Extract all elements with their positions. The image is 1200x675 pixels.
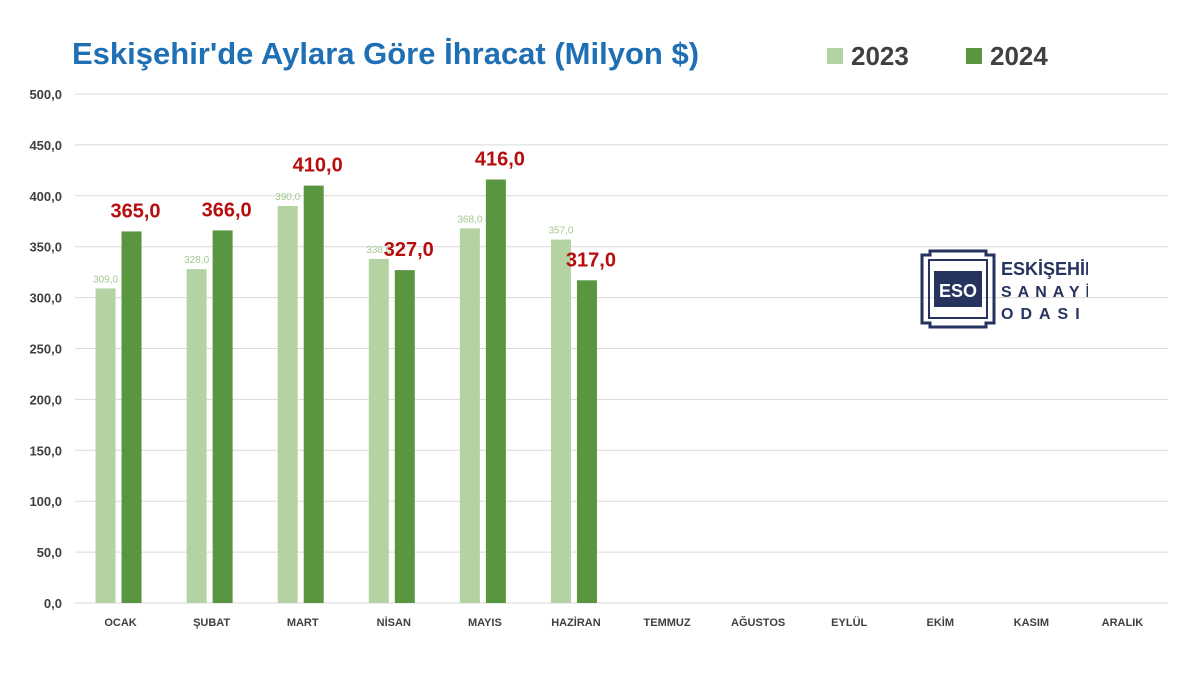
data-label-2024: 416,0 <box>475 149 525 171</box>
bar-2023 <box>459 228 480 603</box>
x-tick-label: AĞUSTOS <box>731 616 785 629</box>
eso-logo-block <box>934 271 982 307</box>
gridlines <box>75 93 1168 604</box>
x-tick-label: EYLÜL <box>831 616 867 629</box>
data-label-2024: 365,0 <box>111 200 161 222</box>
x-tick-label: MAYIS <box>468 617 502 629</box>
eso-logo-line-1: ESKİŞEHİR <box>1001 259 1088 279</box>
x-tick-label: TEMMUZ <box>644 617 691 629</box>
data-label-2024: 317,0 <box>566 249 616 271</box>
y-tick-label: 100,0 <box>29 494 62 509</box>
data-label-2023: 328,0 <box>184 255 209 266</box>
legend-swatch-2024 <box>966 48 982 64</box>
bar-2023 <box>186 269 207 603</box>
bar-2023 <box>368 258 389 603</box>
y-tick-label: 400,0 <box>29 189 62 204</box>
y-tick-label: 500,0 <box>29 87 62 102</box>
x-tick-label: KASIM <box>1014 617 1049 629</box>
data-label-2023: 338,0 <box>366 245 391 256</box>
y-tick-label: 250,0 <box>29 342 62 357</box>
y-tick-label: 50,0 <box>37 545 62 560</box>
y-tick-label: 450,0 <box>29 138 62 153</box>
y-tick-label: 150,0 <box>29 443 62 458</box>
bar-2023 <box>550 239 571 603</box>
eso-logo-inner <box>928 259 988 319</box>
data-label-2024: 327,0 <box>384 239 434 261</box>
legend-item-2024: 2024 <box>966 41 1048 71</box>
data-labels: 309,0 365,0 328,0 366,0 390,0 410,0 338,0327,0… <box>93 149 616 286</box>
x-axis-ticks: OCAK ŞUBAT MART NİSAN MAYIS HAZİRAN TEMMUZ AĞUS… <box>104 616 1143 629</box>
y-tick-label: 200,0 <box>29 392 62 407</box>
data-label-2024: 410,0 <box>293 155 343 177</box>
data-label-2023: 390,0 <box>275 192 300 203</box>
bar-2024 <box>212 230 233 604</box>
x-tick-label: OCAK <box>104 617 136 629</box>
legend-label-2024: 2024 <box>990 40 1048 71</box>
y-axis-ticks: 0,0 50,0 100,0 150,0 200,0 250,0 300,0 350,0 400… <box>29 87 62 611</box>
x-tick-label: HAZİRAN <box>551 616 601 629</box>
chart-title: Eskişehir'de Aylara Göre İhracat (Milyon… <box>72 36 700 71</box>
y-tick-label: 350,0 <box>29 240 62 255</box>
bar-2023 <box>95 288 116 603</box>
eso-logo-mark: ESO <box>939 281 977 301</box>
legend-item-2023: 2023 <box>827 41 909 71</box>
eso-logo-line-3: ODASI <box>1001 306 1087 323</box>
bar-2023 <box>277 205 298 604</box>
x-tick-label: ŞUBAT <box>193 617 230 629</box>
y-tick-label: 300,0 <box>29 291 62 306</box>
eso-logo-line-2: SANAYİ <box>1001 283 1088 301</box>
x-tick-label: EKİM <box>927 616 955 629</box>
bar-2024 <box>394 270 415 603</box>
bar-2024 <box>485 179 506 603</box>
x-tick-label: MART <box>287 617 319 629</box>
data-label-2023: 357,0 <box>548 226 573 237</box>
bars <box>95 179 597 604</box>
bar-2024 <box>121 231 142 603</box>
data-label-2024: 366,0 <box>202 199 252 221</box>
y-tick-label: 0,0 <box>44 596 62 611</box>
bar-2024 <box>303 185 324 603</box>
eso-logo-icon: ESO <box>920 249 996 329</box>
legend-swatch-2023 <box>827 48 843 64</box>
legend-label-2023: 2023 <box>851 40 909 71</box>
x-tick-label: ARALIK <box>1102 617 1144 629</box>
data-label-2023: 368,0 <box>457 214 482 225</box>
data-label-2023: 309,0 <box>93 274 118 285</box>
eso-logo-frame <box>920 249 996 329</box>
x-tick-label: NİSAN <box>377 616 411 629</box>
bar-2024 <box>576 280 597 603</box>
eso-logo: ESO ESKİŞEHİR SANAYİ ODASI <box>920 249 1088 329</box>
